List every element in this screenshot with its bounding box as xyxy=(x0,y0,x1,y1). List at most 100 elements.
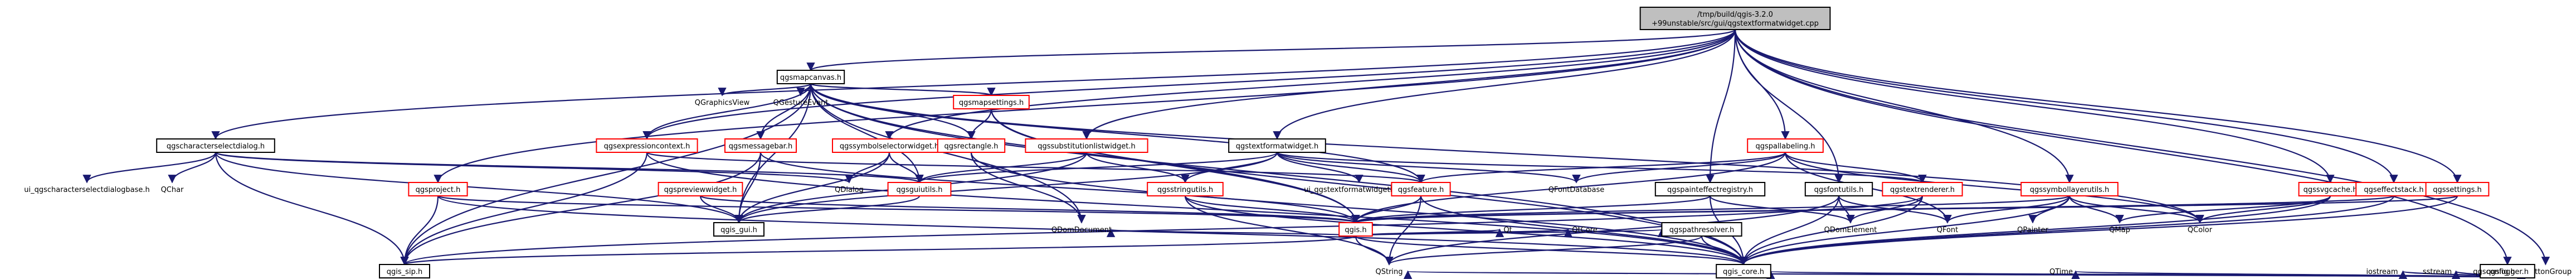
node-qgsexprctx[interactable]: qgsexpressioncontext.h xyxy=(596,138,698,153)
edge-qgslogger-to-qstring xyxy=(1406,270,2509,279)
node-qgslogger[interactable]: qgslogger.h xyxy=(2480,264,2535,278)
node-qgis_gui[interactable]: qgis_gui.h xyxy=(713,222,764,237)
node-label: qgis_gui.h xyxy=(720,226,757,234)
edge-root-to-qgsproject xyxy=(434,29,1736,184)
edge-qgsguiutils-to-qgis_gui xyxy=(734,195,921,224)
edge-qgsstringutils-to-qstring xyxy=(1184,195,1394,266)
edge-qgsmapcanvas-to-qgsmsgbar xyxy=(756,83,812,140)
node-root[interactable]: /tmp/build/qgis-3.2.0+99unstable/src/gui… xyxy=(1639,7,1831,30)
edge-qgsmapcanvas-to-qgsfeature xyxy=(810,83,1425,184)
node-label: qgspathresolver.h xyxy=(1669,226,1734,234)
node-qgscharsel[interactable]: qgscharacterselectdialog.h xyxy=(156,138,275,153)
node-box xyxy=(724,138,797,153)
node-label: qgssymbollayerutils.h xyxy=(2030,186,2110,194)
node-label: qgsfontutils.h xyxy=(1814,186,1864,194)
edge-qgsmapcanvas-to-qgis_gui xyxy=(734,83,812,224)
node-label: iostream xyxy=(2366,268,2398,276)
node-label: QFontDatabase xyxy=(1548,186,1605,194)
edge-root-to-qgssymsel xyxy=(885,29,1736,140)
node-box xyxy=(937,138,1006,153)
edge-qgscharsel-to-qgis_sip xyxy=(215,152,409,266)
edge-qgspathresolver-to-qstring xyxy=(1385,235,1703,266)
node-box xyxy=(2020,182,2119,196)
node-qgsproject[interactable]: qgsproject.h xyxy=(408,182,468,196)
node-qgis_core[interactable]: qgis_core.h xyxy=(1716,264,1771,278)
node-label: qgssvgcache.h xyxy=(2304,186,2358,194)
edge-qgsmapcanvas-to-qdomdoc xyxy=(810,83,1086,224)
node-box xyxy=(953,95,1030,109)
node-box xyxy=(1338,222,1373,237)
node-label: qgsmessagebar.h xyxy=(729,142,792,151)
node-qgsstringutils[interactable]: qgsstringutils.h xyxy=(1147,182,1224,196)
node-label: QGraphicsView xyxy=(695,99,750,107)
node-qgsfeature[interactable]: qgsfeature.h xyxy=(1391,182,1451,196)
edge-qgsfontutils-to-qgis_core xyxy=(1739,195,1840,266)
node-qgseffectstack[interactable]: qgseffectstack.h xyxy=(2355,182,2432,196)
node-qgssettings[interactable]: qgssettings.h xyxy=(2425,182,2490,196)
node-label: qgseffectstack.h xyxy=(2364,186,2423,194)
node-qgspainteffreg[interactable]: qgspainteffectregistry.h xyxy=(1654,182,1766,196)
node-qmap: QMap xyxy=(2109,226,2130,234)
node-sstream: sstream xyxy=(2423,268,2452,276)
node-box xyxy=(1661,222,1742,237)
edge-root-to-qgscharsel xyxy=(211,29,1736,140)
edge-qgsproject-to-qgis_sip xyxy=(400,195,439,266)
edge-qgspallabeling-to-qgstextrenderer xyxy=(1784,152,1927,184)
node-qpainter: QPainter xyxy=(2017,226,2048,234)
node-qgssubst[interactable]: qgssubstitutionlistwidget.h xyxy=(1025,138,1148,153)
node-qgssvgcache[interactable]: qgssvgcache.h xyxy=(2298,182,2363,196)
node-box xyxy=(1147,182,1224,196)
node-label: qgspallabeling.h xyxy=(1755,142,1815,151)
node-label: QChar xyxy=(161,186,184,194)
node-qgestureevent: QGestureEvent xyxy=(773,99,829,107)
edge-qgssvgcache-to-qmap xyxy=(2115,195,2331,224)
edge-qgstfw-to-ui_tfwbase xyxy=(1276,152,1364,184)
node-label: sstream xyxy=(2423,268,2452,276)
node-label: qgstextformatwidget.h xyxy=(1236,142,1319,151)
node-qgsfontutils[interactable]: qgsfontutils.h xyxy=(1804,182,1873,196)
node-label: qgis.h xyxy=(1345,226,1366,234)
edge-qgspainteffreg-to-qgis_h xyxy=(1351,195,1711,224)
node-box xyxy=(2480,264,2535,278)
node-qgsmsgbar[interactable]: qgsmessagebar.h xyxy=(724,138,797,153)
node-qfont: QFont xyxy=(1937,226,1959,234)
node-qgssymlayerutils[interactable]: qgssymbollayerutils.h xyxy=(2020,182,2119,196)
node-label: qgsexpressioncontext.h xyxy=(604,142,690,151)
node-qgis_sip[interactable]: qgis_sip.h xyxy=(379,264,430,278)
edge-qgssettings-to-qgis_h xyxy=(1352,195,2458,224)
node-box xyxy=(776,70,845,84)
edge-qgssettings-to-qgis_core xyxy=(1739,195,2458,266)
edge-qgscharsel-to-ui_charsel xyxy=(82,152,217,184)
edge-root-to-qgslogger xyxy=(1734,29,2512,266)
node-box xyxy=(2425,182,2490,196)
node-label: QTime xyxy=(2049,268,2073,276)
node-label: QString xyxy=(1375,268,1403,276)
edge-qgstfw-to-qgis_gui xyxy=(734,152,1278,224)
node-qgspallabeling[interactable]: qgspallabeling.h xyxy=(1747,138,1824,153)
node-qgspathresolver[interactable]: qgspathresolver.h xyxy=(1661,222,1742,237)
node-label: Qt xyxy=(1503,226,1512,234)
node-qgsmapsettings[interactable]: qgsmapsettings.h xyxy=(953,95,1030,109)
node-qgsmapcanvas[interactable]: qgsmapcanvas.h xyxy=(776,70,845,84)
node-qgsguiutils[interactable]: qgsguiutils.h xyxy=(887,182,952,196)
node-qgspreviewfx[interactable]: qgspreviewwidget.h xyxy=(658,182,743,196)
edge-qgspathresolver-to-qgis_core xyxy=(1701,235,1748,266)
node-box xyxy=(887,182,952,196)
edge-qgsstringutils-to-qgis_core xyxy=(1184,195,1748,266)
node-qgstextrenderer[interactable]: qgstextrenderer.h xyxy=(1882,182,1963,196)
node-qgsrect[interactable]: qgsrectangle.h xyxy=(937,138,1006,153)
node-box xyxy=(1882,182,1963,196)
edge-qgsfeature-to-qstring xyxy=(1385,195,1422,266)
node-label: +99unstable/src/gui/qgstextformatwidget.… xyxy=(1652,20,1819,28)
node-box xyxy=(1025,138,1148,153)
node-qgis_h[interactable]: qgis.h xyxy=(1338,222,1373,237)
edge-root-to-qbuttongroup xyxy=(1734,29,2550,266)
edge-qgssymlayerutils-to-qgis_h xyxy=(1352,195,2071,224)
node-qgstfw[interactable]: qgstextformatwidget.h xyxy=(1228,138,1326,153)
node-box xyxy=(832,138,947,153)
node-label: QMap xyxy=(2109,226,2130,234)
node-qgssymsel[interactable]: qgssymbolselectorwidget.h xyxy=(832,138,947,153)
edge-qgscharsel-to-qchar xyxy=(168,152,217,184)
edge-qgssymlayerutils-to-qcolor xyxy=(2068,195,2204,224)
